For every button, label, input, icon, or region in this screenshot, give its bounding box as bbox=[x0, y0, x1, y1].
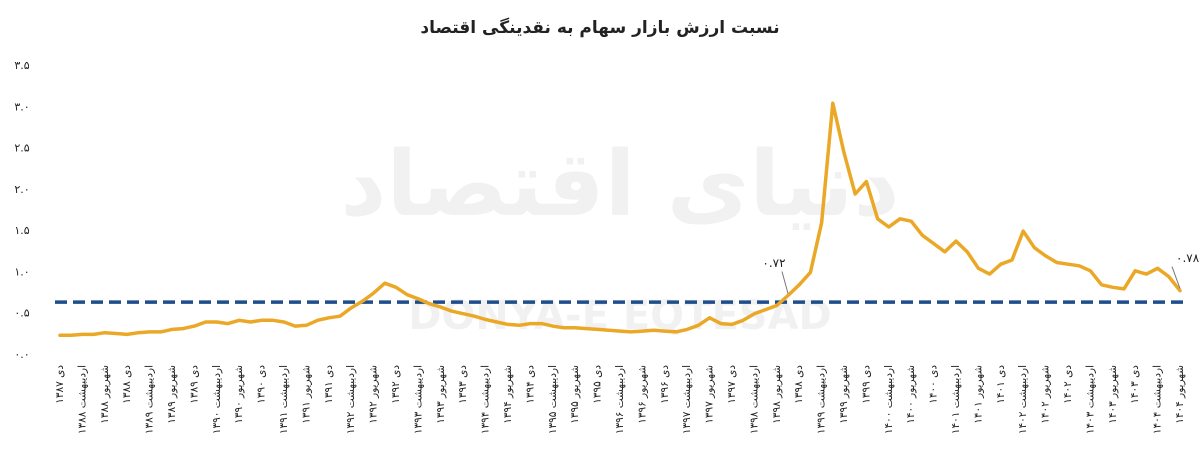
y-tick-label: ۲.۰ bbox=[14, 183, 29, 196]
y-tick-label: ۰.۰ bbox=[14, 348, 29, 361]
x-tick-label: دی ۱۴۰۱ bbox=[995, 365, 1007, 404]
x-tick-label: دی ۱۳۸۹ bbox=[188, 365, 200, 404]
x-tick-label: شهریور ۱۳۹۱ bbox=[300, 365, 312, 424]
x-tick-label: شهریور ۱۳۹۷ bbox=[704, 365, 716, 424]
x-tick-label: شهریور ۱۳۹۸ bbox=[771, 365, 783, 424]
x-tick-label: دی ۱۳۸۷ bbox=[54, 365, 66, 404]
x-tick-label: دی ۱۴۰۰ bbox=[928, 365, 940, 404]
x-tick-label: شهریور ۱۴۰۱ bbox=[972, 365, 984, 424]
x-tick-label: اردیبهشت ۱۳۹۳ bbox=[412, 365, 424, 434]
x-tick-label: دی ۱۳۸۸ bbox=[121, 365, 133, 404]
label-leader bbox=[781, 271, 789, 294]
x-tick-label: اردیبهشت ۱۳۹۰ bbox=[211, 365, 223, 434]
x-tick-label: دی ۱۳۹۳ bbox=[457, 365, 469, 404]
x-tick-label: اردیبهشت ۱۳۹۴ bbox=[480, 365, 492, 434]
data-line bbox=[58, 101, 1182, 337]
x-tick-label: دی ۱۴۰۲ bbox=[1062, 365, 1074, 404]
y-tick-label: ۲.۵ bbox=[14, 142, 29, 155]
x-tick-label: شهریور ۱۴۰۳ bbox=[1107, 365, 1119, 424]
x-tick-label: اردیبهشت ۱۳۸۸ bbox=[76, 365, 88, 434]
x-tick-label: اردیبهشت ۱۳۹۹ bbox=[816, 365, 828, 434]
x-tick-label: اردیبهشت ۱۴۰۲ bbox=[1017, 365, 1029, 434]
x-tick-label: شهریور ۱۴۰۰ bbox=[905, 365, 917, 424]
watermark: دنیای اقتصاد bbox=[340, 132, 900, 237]
x-tick-label: دی ۱۳۹۷ bbox=[726, 365, 738, 404]
x-tick-label: دی ۱۳۹۴ bbox=[524, 365, 536, 404]
y-tick-label: ۳.۰ bbox=[14, 100, 29, 113]
x-tick-label: اردیبهشت ۱۴۰۳ bbox=[1084, 365, 1096, 434]
x-tick-label: دی ۱۳۹۱ bbox=[323, 365, 335, 404]
x-tick-label: شهریور ۱۳۹۲ bbox=[368, 365, 380, 424]
x-tick-label: اردیبهشت ۱۳۹۵ bbox=[547, 365, 559, 434]
x-tick-label: شهریور ۱۳۸۹ bbox=[166, 365, 178, 424]
x-tick-label: شهریور ۱۳۹۶ bbox=[636, 365, 648, 424]
x-tick-label: اردیبهشت ۱۴۰۰ bbox=[883, 365, 895, 434]
x-tick-label: اردیبهشت ۱۳۹۸ bbox=[748, 365, 760, 434]
x-tick-label: شهریور ۱۳۹۰ bbox=[233, 365, 245, 424]
x-tick-label: شهریور ۱۴۰۲ bbox=[1040, 365, 1052, 424]
x-tick-label: دی ۱۳۹۲ bbox=[390, 365, 402, 404]
x-tick-label: شهریور ۱۳۹۳ bbox=[435, 365, 447, 424]
value-label: ۰.۷۸ bbox=[1176, 251, 1200, 265]
y-tick-label: ۳.۵ bbox=[14, 59, 29, 72]
x-tick-label: اردیبهشت ۱۴۰۴ bbox=[1152, 365, 1164, 434]
y-tick-label: ۱.۵ bbox=[14, 224, 29, 237]
x-tick-label: شهریور ۱۳۹۴ bbox=[502, 365, 514, 424]
x-tick-label: شهریور ۱۳۹۵ bbox=[569, 365, 581, 424]
x-tick-label: اردیبهشت ۱۳۸۹ bbox=[144, 365, 156, 434]
chart-title: نسبت ارزش بازار سهام به نقدینگی اقتصاد bbox=[420, 17, 779, 38]
x-tick-label: دی ۱۳۹۰ bbox=[256, 365, 268, 404]
x-tick-label: اردیبهشت ۱۳۹۶ bbox=[614, 365, 626, 434]
x-tick-label: شهریور ۱۳۹۹ bbox=[838, 365, 850, 424]
x-tick-label: دی ۱۳۹۸ bbox=[793, 365, 805, 404]
x-tick-label: اردیبهشت ۱۳۹۱ bbox=[278, 365, 290, 434]
x-tick-label: اردیبهشت ۱۳۹۲ bbox=[345, 365, 357, 434]
x-tick-label: دی ۱۳۹۵ bbox=[592, 365, 604, 404]
x-tick-label: دی ۱۳۹۶ bbox=[659, 365, 671, 404]
x-tick-label: شهریور ۱۳۸۸ bbox=[99, 365, 111, 424]
y-tick-label: ۰.۵ bbox=[14, 307, 29, 320]
value-label: ۰.۷۲ bbox=[762, 256, 785, 270]
x-tick-label: اردیبهشت ۱۴۰۱ bbox=[950, 365, 962, 434]
y-tick-label: ۱.۰ bbox=[14, 265, 29, 278]
x-tick-label: دی ۱۴۰۳ bbox=[1129, 365, 1141, 404]
label-leader bbox=[1171, 266, 1181, 289]
x-tick-label: اردیبهشت ۱۳۹۷ bbox=[681, 365, 693, 434]
x-tick-label: دی ۱۳۹۹ bbox=[860, 365, 872, 404]
x-tick-label: شهریور ۱۴۰۴ bbox=[1174, 365, 1186, 424]
